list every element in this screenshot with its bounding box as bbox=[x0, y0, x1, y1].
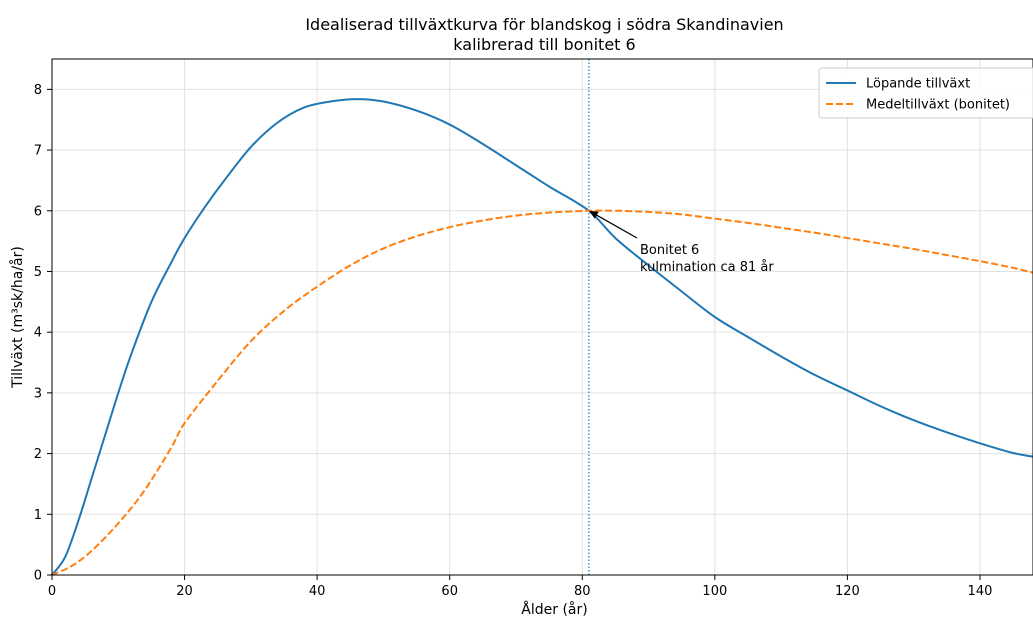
y-tick-label: 8 bbox=[34, 83, 42, 98]
y-tick-label: 3 bbox=[34, 386, 42, 401]
legend: Löpande tillväxt Medeltillväxt (bonitet) bbox=[818, 67, 1033, 119]
y-tick-label: 4 bbox=[34, 326, 42, 341]
x-tick-label: 100 bbox=[702, 584, 727, 599]
annotation-arrow-head bbox=[588, 210, 599, 219]
x-tick-label: 0 bbox=[48, 584, 56, 599]
legend-label-lopande: Löpande tillväxt bbox=[866, 77, 970, 92]
y-axis-label: Tillväxt (m³sk/ha/år) bbox=[9, 246, 26, 389]
x-tick-label: 80 bbox=[574, 584, 591, 599]
annotation-text-line1: Bonitet 6 bbox=[640, 243, 699, 258]
x-tick-label: 60 bbox=[441, 584, 458, 599]
series-line-0 bbox=[51, 98, 1033, 576]
y-tick-label: 6 bbox=[34, 204, 42, 219]
series-line-1 bbox=[51, 209, 1033, 576]
annotation: Bonitet 6 kulmination ca 81 år bbox=[588, 210, 774, 275]
y-tick-label: 1 bbox=[34, 508, 42, 523]
x-tick-label: 40 bbox=[309, 584, 326, 599]
chart-title: Idealiserad tillväxtkurva för blandskog … bbox=[305, 15, 783, 34]
y-tick-label: 7 bbox=[34, 144, 42, 159]
annotation-text-line2: kulmination ca 81 år bbox=[640, 260, 774, 275]
grid-lines bbox=[51, 59, 1033, 576]
legend-box bbox=[818, 67, 1033, 119]
x-tick-label: 20 bbox=[176, 584, 193, 599]
x-tick-label: 140 bbox=[968, 584, 993, 599]
x-axis-label: Ålder (år) bbox=[521, 601, 587, 618]
x-tick-label: 120 bbox=[835, 584, 860, 599]
y-tick-label: 0 bbox=[34, 569, 42, 584]
legend-label-medel: Medeltillväxt (bonitet) bbox=[866, 98, 1010, 113]
annotation-arrow bbox=[596, 214, 638, 239]
plot-frame bbox=[51, 58, 1033, 576]
chart-subtitle: kalibrerad till bonitet 6 bbox=[453, 35, 635, 54]
series-lines bbox=[51, 98, 1033, 576]
axis-ticks: 0 20 40 60 80 100 120 140 0 1 2 3 4 5 6 7 8 bbox=[34, 83, 993, 599]
y-tick-label: 2 bbox=[34, 447, 42, 462]
y-tick-label: 5 bbox=[34, 265, 42, 280]
